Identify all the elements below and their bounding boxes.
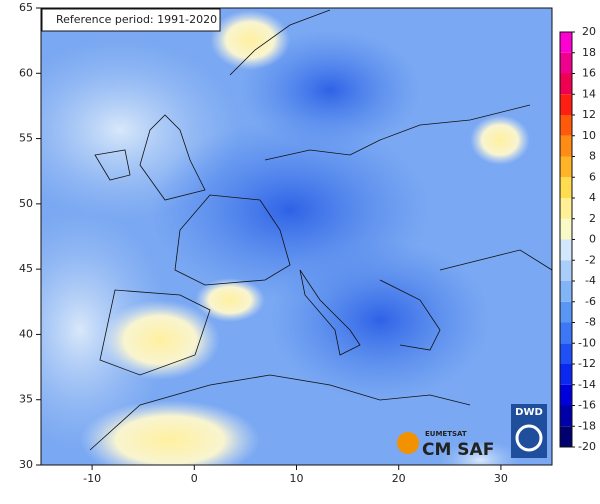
colorbar-segment: [560, 239, 572, 261]
cmsaf-text: CM SAF: [422, 440, 494, 460]
lat-tick-label: 35: [19, 393, 33, 406]
colorbar-tick-label: 12: [582, 108, 596, 121]
colorbar-tick-label: -18: [578, 419, 596, 432]
colorbar-tick-label: 10: [582, 129, 596, 142]
colorbar-tick-label: 4: [589, 191, 596, 204]
colorbar-segment: [560, 156, 572, 178]
lon-tick-label: -10: [83, 472, 101, 485]
colorbar-tick-label: 20: [582, 25, 596, 38]
dwd-text: DWD: [515, 407, 543, 418]
colorbar-tick-label: -6: [585, 295, 596, 308]
map-field: [41, 8, 552, 465]
coastlines: [89, 9, 552, 451]
dwd-icon: [515, 424, 543, 452]
reference-box: [41, 8, 221, 32]
dwd-logo: DWD: [511, 404, 547, 458]
colorbar-segment: [560, 198, 572, 219]
colorbar-tick-label: 14: [582, 87, 596, 100]
eumetsat-text: EUMETSAT: [425, 430, 467, 438]
colorbar-segment: [560, 115, 572, 136]
cmsaf-logo: EUMETSAT CM SAF: [397, 430, 494, 460]
colorbar-segment: [560, 364, 572, 385]
colorbar-segment: [560, 260, 572, 281]
colorbar-segment: [560, 73, 572, 95]
colorbar-tick-label: 16: [582, 67, 596, 80]
colorbar-segment: [560, 426, 572, 447]
colorbar-segment: [560, 301, 572, 323]
colorbar-segment: [560, 218, 572, 240]
cmsaf-icon: [397, 432, 419, 454]
colorbar-segment: [560, 405, 572, 427]
lon-tick-label: 20: [392, 472, 406, 485]
lat-tick-label: 40: [19, 327, 33, 340]
colorbar-tick-label: -2: [585, 253, 596, 266]
reference-label: Reference period: 1991-2020: [56, 13, 217, 26]
colorbar-tick-label: 6: [589, 170, 596, 183]
lon-tick-label: 0: [191, 472, 198, 485]
colorbar-segment: [560, 32, 572, 53]
colorbar-tick-label: -14: [578, 378, 596, 391]
lon-tick-label: 30: [494, 472, 508, 485]
colorbar-tick-label: -8: [585, 316, 596, 329]
lat-tick-label: 60: [19, 66, 33, 79]
lat-tick-label: 65: [19, 1, 33, 14]
colorbar-tick-label: -20: [578, 440, 596, 453]
lat-tick-label: 50: [19, 197, 33, 210]
colorbar-segment: [560, 52, 572, 74]
colorbar-tick-label: -10: [578, 336, 596, 349]
colorbar-tick-label: 18: [582, 46, 596, 59]
colorbar-tick-label: 0: [589, 233, 596, 246]
colorbar-segment: [560, 135, 572, 157]
colorbar-tick-label: -16: [578, 399, 596, 412]
colorbar-segment: [560, 94, 572, 115]
lat-tick-label: 30: [19, 458, 33, 471]
lat-tick-label: 45: [19, 262, 33, 275]
lat-tick-label: 55: [19, 132, 33, 145]
colorbar-tick-label: -4: [585, 274, 596, 287]
lon-tick-label: 10: [290, 472, 304, 485]
colorbar-segment: [560, 343, 572, 364]
colorbar-segment: [560, 177, 572, 198]
colorbar-segment: [560, 281, 572, 302]
colorbar-segment: [560, 322, 572, 344]
colorbar-tick-label: -12: [578, 357, 596, 370]
colorbar-tick-label: 2: [589, 212, 596, 225]
colorbar-segment: [560, 384, 572, 406]
colorbar-tick-label: 8: [589, 150, 596, 163]
